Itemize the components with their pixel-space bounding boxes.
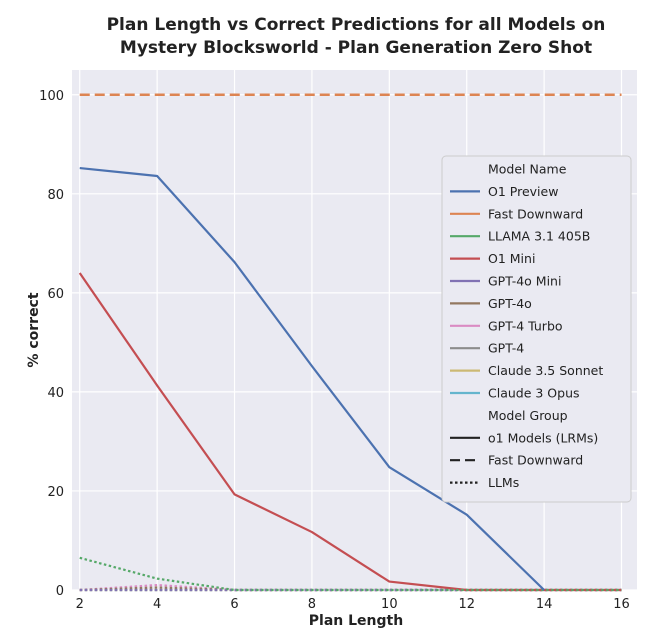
- chart-title-line-1: Plan Length vs Correct Predictions for a…: [107, 15, 606, 35]
- legend-label: Claude 3.5 Sonnet: [488, 363, 603, 378]
- y-tick-label: 40: [47, 386, 64, 401]
- y-tick-label: 80: [47, 188, 64, 203]
- legend-box: [441, 155, 632, 503]
- legend-header: Model Name: [488, 162, 567, 177]
- legend-label: LLMs: [488, 475, 519, 490]
- series-lines: [78, 93, 622, 592]
- legend-label: o1 Models (LRMs): [488, 430, 598, 445]
- legend: Model Name O1 Preview Fast Downward LLAMA 3…: [441, 155, 632, 503]
- chart-title: Plan Length vs Correct Predictions for a…: [107, 15, 606, 58]
- series-line-o1-preview: [79, 166, 545, 591]
- y-tick-label: 60: [47, 287, 64, 302]
- y-tick-label: 100: [39, 89, 64, 104]
- x-tick-label: 6: [230, 597, 238, 612]
- x-tick-label: 16: [613, 597, 630, 612]
- y-tick-label: 20: [47, 485, 64, 500]
- legend-label: GPT-4o: [488, 296, 532, 311]
- x-tick-label: 4: [153, 597, 161, 612]
- legend-label: GPT-4 Turbo: [488, 318, 563, 333]
- x-tick-label: 2: [76, 597, 84, 612]
- x-tick-label: 14: [536, 597, 553, 612]
- legend-label: O1 Preview: [488, 184, 558, 199]
- y-tick-label: 0: [56, 584, 64, 599]
- legend-header: Model Group: [488, 408, 568, 423]
- legend-label: GPT-4: [488, 341, 524, 356]
- x-tick-label: 12: [458, 597, 475, 612]
- legend-label: Claude 3 Opus: [488, 386, 580, 401]
- x-tick-label: 8: [308, 597, 316, 612]
- legend-label: Fast Downward: [488, 453, 583, 468]
- legend-label: Fast Downward: [488, 206, 583, 221]
- legend-label: LLAMA 3.1 405B: [488, 229, 590, 244]
- x-axis-label: Plan Length: [309, 613, 403, 629]
- axis-ticks: 2 4 6 8 10 12 14 16 0 20 40 60 80 100: [39, 89, 630, 612]
- legend-label: O1 Mini: [488, 251, 535, 266]
- chart-title-line-2: Mystery Blocksworld - Plan Generation Ze…: [120, 38, 592, 58]
- series-line-llama-3-1-405b: [79, 556, 622, 592]
- legend-label: GPT-4o Mini: [488, 274, 561, 289]
- x-tick-label: 10: [381, 597, 398, 612]
- y-axis-label: % correct: [26, 292, 42, 367]
